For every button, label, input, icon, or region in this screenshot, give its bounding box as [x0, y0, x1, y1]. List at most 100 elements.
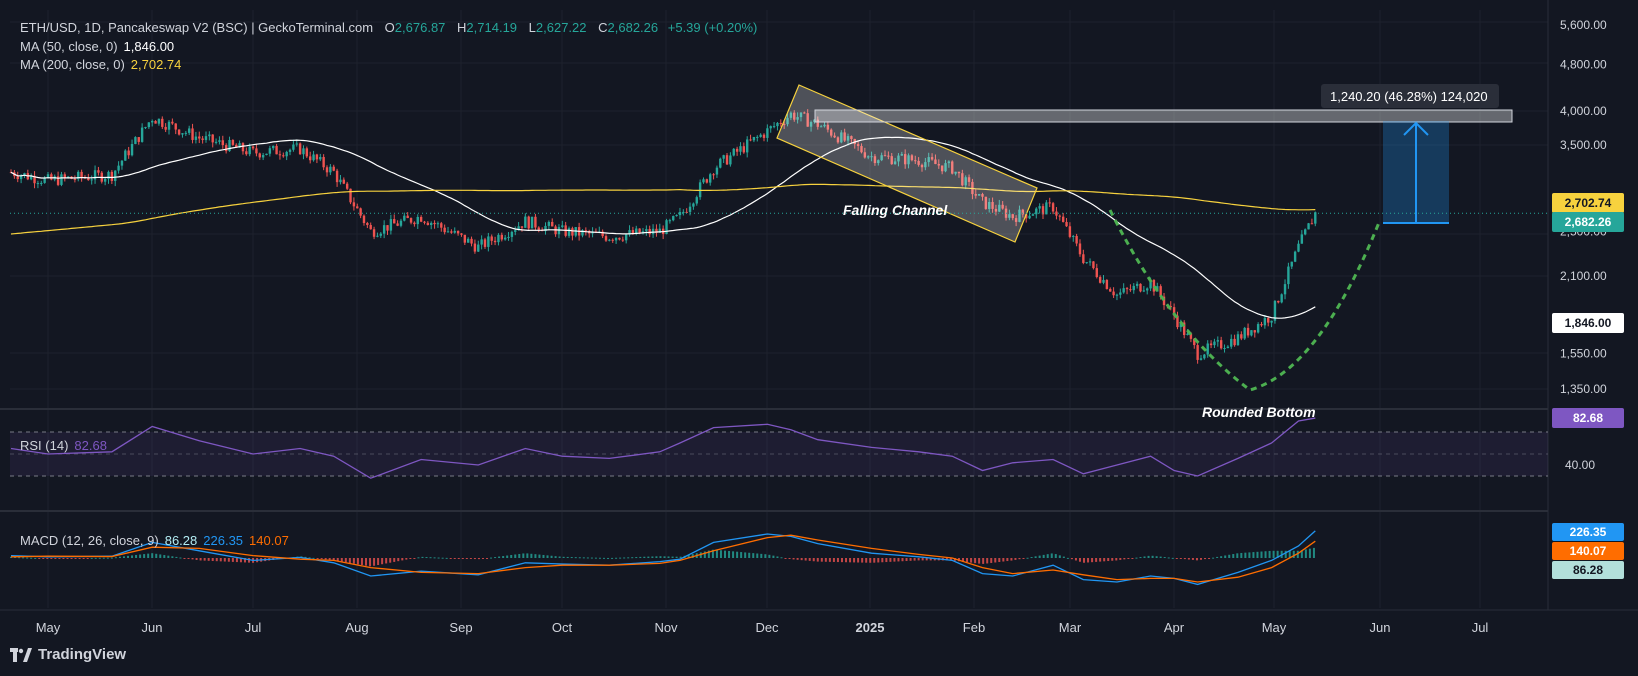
macd-histogram-bar	[611, 557, 614, 559]
candle-body	[601, 231, 604, 237]
time-axis-label: Sep	[449, 620, 472, 635]
signal-badge-bg	[1552, 542, 1624, 560]
measure-label-bg	[1321, 84, 1499, 108]
macd-histogram-bar	[1195, 558, 1198, 561]
macd-histogram-bar	[885, 558, 888, 563]
candle-body	[1304, 229, 1307, 235]
macd-histogram-bar	[1010, 558, 1013, 561]
macd-histogram-bar	[691, 554, 694, 558]
candle-body	[1240, 334, 1243, 339]
candle-body	[645, 229, 648, 232]
candle-body	[1055, 211, 1058, 216]
candle-body	[124, 150, 127, 161]
macd-histogram-bar	[304, 556, 307, 558]
candle-body	[440, 223, 443, 228]
macd-badge-bg	[1552, 523, 1624, 541]
macd-histogram-bar	[171, 556, 174, 558]
macd-histogram-bar	[401, 558, 404, 561]
candle-body	[833, 135, 836, 138]
macd-histogram-bar	[1244, 552, 1247, 558]
macd-histogram-bar	[538, 554, 541, 558]
macd-histogram-bar	[889, 558, 892, 562]
rsi-legend[interactable]: RSI (14) 82.68	[20, 437, 107, 455]
candle-body	[651, 228, 655, 235]
candle-body	[934, 159, 937, 165]
grid-lines	[10, 10, 1548, 608]
tradingview-footer[interactable]: TradingView	[10, 646, 126, 663]
candle-body	[1095, 268, 1098, 278]
candle-body	[382, 225, 386, 234]
macd-histogram-bar	[465, 558, 468, 559]
macd-histogram-bar	[736, 551, 739, 558]
candle-body	[87, 177, 90, 181]
macd-histogram-bar	[514, 554, 517, 558]
macd-histogram-bar	[1070, 558, 1073, 560]
macd-histogram-bar	[1083, 558, 1086, 563]
candle-body	[809, 122, 813, 127]
time-axis-label: Jun	[142, 620, 163, 635]
candle-body	[194, 136, 198, 140]
macd-hist-value: 86.28	[164, 533, 198, 548]
candle-body	[413, 222, 416, 225]
candle-body	[443, 227, 446, 233]
macd-histogram-bar	[1006, 558, 1009, 562]
candle-body	[856, 144, 860, 147]
macd-histogram-bar	[1276, 550, 1279, 558]
rsi-line	[10, 417, 1316, 479]
macd-histogram-bar	[562, 556, 565, 558]
falling-channel-shape	[776, 84, 1038, 243]
macd-histogram-bar	[1050, 553, 1053, 558]
candle-body	[977, 194, 981, 196]
time-axis-label: Aug	[345, 620, 368, 635]
candle-body	[1028, 215, 1031, 219]
candles	[9, 109, 1317, 364]
ma50-label: MA (50, close, 0)	[20, 39, 118, 54]
candle-body	[1196, 345, 1199, 360]
candle-body	[843, 132, 846, 141]
macd-histogram-bar	[22, 557, 25, 559]
macd-histogram-bar	[1264, 551, 1267, 558]
macd-histogram-bar	[469, 558, 472, 559]
candle-body	[29, 175, 33, 180]
macd-legend[interactable]: MACD (12, 26, close, 9) 86.28 226.35 140.07	[20, 532, 289, 550]
macd-histogram-bar	[183, 558, 186, 559]
candle-body	[144, 127, 147, 129]
macd-histogram-bar	[243, 558, 246, 563]
macd-histogram-bar	[409, 558, 412, 559]
macd-histogram-bar	[1074, 558, 1077, 561]
macd-histogram-bar	[1131, 558, 1134, 559]
candle-body	[635, 228, 638, 235]
macd-histogram-bar	[227, 558, 230, 562]
candle-body	[954, 171, 957, 174]
macd-histogram-bar	[1260, 551, 1263, 558]
time-axis-label: Jul	[245, 620, 262, 635]
macd-histogram-bar	[1066, 557, 1069, 559]
candle-body	[349, 188, 352, 203]
macd-histogram-bar	[82, 558, 85, 559]
macd-histogram-bar	[10, 556, 13, 558]
candle-body	[147, 122, 151, 128]
macd-histogram-bar	[195, 558, 198, 560]
macd-histogram-bar	[62, 558, 65, 559]
macd-histogram-bar	[106, 557, 109, 559]
candle-body	[813, 119, 816, 123]
macd-histogram-bar	[643, 556, 646, 558]
macd-histogram-bar	[316, 558, 319, 559]
macd-histogram-bar	[223, 558, 226, 562]
macd-histogram-bar	[679, 556, 682, 558]
candle-body	[272, 145, 275, 149]
macd-histogram-bar	[598, 557, 601, 559]
macd-histogram-bar	[1284, 550, 1287, 558]
candle-body	[695, 197, 698, 204]
candle-body	[255, 148, 258, 154]
candle-body	[782, 124, 786, 126]
ma200-line	[10, 183, 1316, 235]
candle-body	[739, 146, 742, 152]
candle-body	[1287, 266, 1290, 285]
candle-body	[446, 231, 450, 233]
ma50-legend[interactable]: MA (50, close, 0) 1,846.00	[20, 38, 174, 56]
macd-histogram-bar	[1119, 558, 1122, 560]
candle-body	[769, 126, 772, 129]
ma200-legend[interactable]: MA (200, close, 0) 2,702.74	[20, 56, 181, 74]
